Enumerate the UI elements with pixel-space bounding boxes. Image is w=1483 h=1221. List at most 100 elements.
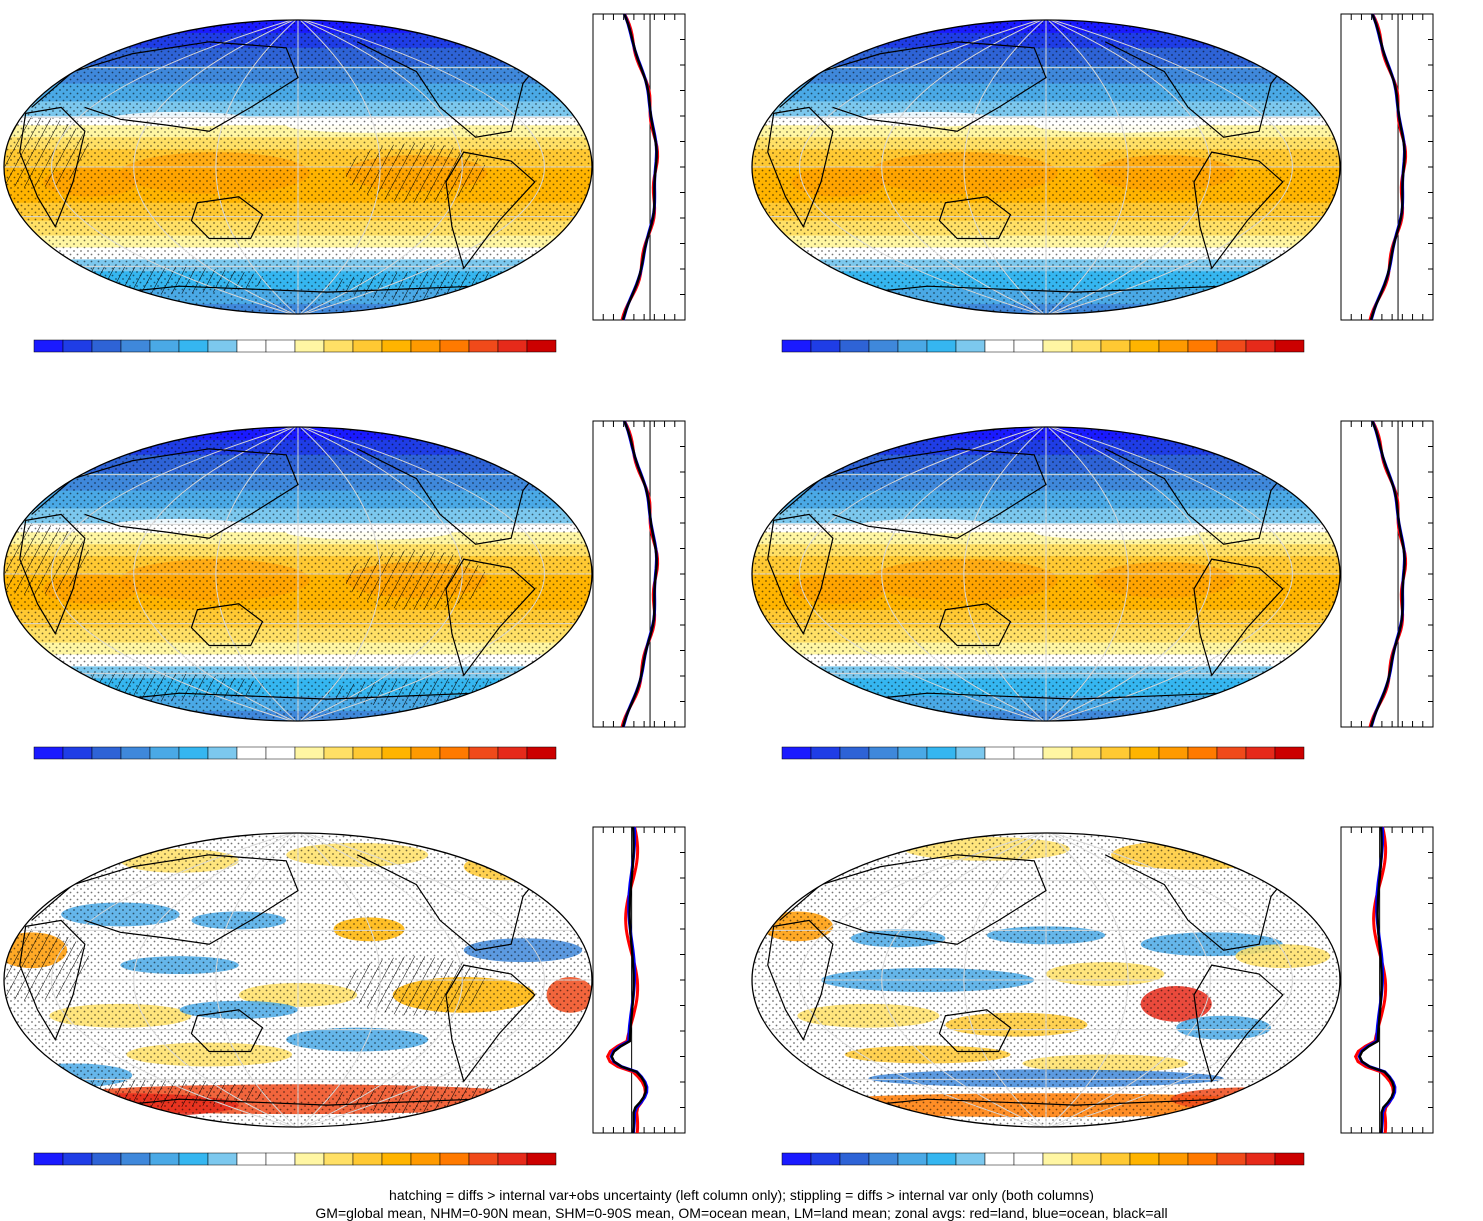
- graticule: [752, 833, 1340, 1127]
- colorbar-swatch: [1274, 1152, 1305, 1166]
- colorbar-swatch: [1158, 339, 1189, 353]
- colorbar-swatch: [1042, 1152, 1073, 1166]
- zonal-all-line: [621, 420, 658, 728]
- zonal-axes: [592, 13, 686, 321]
- map-panel: [0, 813, 735, 1213]
- graticule: [752, 20, 1340, 314]
- colorbar-swatch: [1071, 1152, 1102, 1166]
- colorbar-swatch: [120, 746, 151, 760]
- coastline: [767, 919, 834, 1041]
- colorbar-swatch: [410, 1152, 441, 1166]
- zonal-all-line: [1369, 420, 1406, 728]
- coastline: [938, 1009, 1012, 1053]
- zonal-all-line: [621, 13, 658, 321]
- map-field: [4, 20, 592, 314]
- colorbar-swatch: [1187, 339, 1218, 353]
- colorbar-swatch: [410, 746, 441, 760]
- colorbar: [33, 339, 557, 353]
- colorbar-swatch: [1158, 1152, 1189, 1166]
- colorbar-swatch: [149, 746, 180, 760]
- colorbar-swatch: [1187, 746, 1218, 760]
- hatching-overlay: [4, 929, 91, 1001]
- colorbar-swatch: [868, 1152, 899, 1166]
- coastline: [31, 41, 299, 132]
- map-plot: [751, 19, 1341, 315]
- colorbar-swatch: [33, 1152, 64, 1166]
- zonal-mean-plot: [1340, 420, 1434, 728]
- colorbar-swatch: [955, 746, 986, 760]
- colorbar-swatch: [839, 1152, 870, 1166]
- map-panel: [0, 407, 735, 807]
- map-panel: [0, 0, 735, 400]
- colorbar-swatch: [33, 746, 64, 760]
- graticule: [4, 20, 592, 314]
- colorbar-swatch: [926, 746, 957, 760]
- colorbar: [781, 1152, 1305, 1166]
- colorbar-swatch: [984, 1152, 1015, 1166]
- colorbar-swatch: [1274, 746, 1305, 760]
- coastline: [1104, 854, 1296, 951]
- coastline: [31, 854, 299, 945]
- coastline: [1104, 41, 1296, 138]
- colorbar-swatch: [1245, 1152, 1276, 1166]
- zonal-axes: [592, 826, 686, 1134]
- colorbar-swatch: [294, 1152, 325, 1166]
- colorbar-swatch: [781, 1152, 812, 1166]
- colorbar-swatch: [1129, 339, 1160, 353]
- zonal-all-line: [1358, 826, 1396, 1134]
- colorbar-swatch: [439, 339, 470, 353]
- zonal-mean-plot: [592, 826, 686, 1134]
- colorbar-swatch: [294, 746, 325, 760]
- zonal-ocean-line: [609, 826, 649, 1134]
- zonal-all-line: [610, 826, 648, 1134]
- colorbar-swatch: [381, 339, 412, 353]
- zonal-mean-plot: [1340, 826, 1434, 1134]
- colorbar-swatch: [468, 339, 499, 353]
- colorbar-swatch: [1216, 339, 1247, 353]
- coastline: [31, 448, 299, 539]
- map-plot: [3, 19, 593, 315]
- coastline: [767, 513, 834, 635]
- footer-line-2: GM=global mean, NHM=0-90N mean, SHM=0-90…: [315, 1205, 1168, 1221]
- colorbar: [781, 339, 1305, 353]
- colorbar-swatch: [1129, 746, 1160, 760]
- colorbar-swatch: [207, 746, 238, 760]
- colorbar-swatch: [1071, 746, 1102, 760]
- colorbar-swatch: [91, 746, 122, 760]
- colorbar-swatch: [1042, 339, 1073, 353]
- colorbar-swatch: [810, 746, 841, 760]
- hatching-overlay: [327, 678, 565, 709]
- colorbar-swatch: [62, 1152, 93, 1166]
- coastline: [767, 106, 834, 228]
- zonal-ocean-line: [1357, 826, 1397, 1134]
- coastline: [445, 964, 536, 1083]
- coastline: [190, 196, 264, 240]
- map-plot: [751, 832, 1341, 1128]
- colorbar-swatch: [497, 339, 528, 353]
- colorbar-swatch: [91, 1152, 122, 1166]
- hatching-overlay: [327, 1084, 565, 1115]
- colorbar-swatch: [265, 746, 296, 760]
- colorbar-swatch: [323, 339, 354, 353]
- colorbar-swatch: [120, 1152, 151, 1166]
- colorbar-swatch: [265, 1152, 296, 1166]
- contour-blob: [761, 845, 857, 876]
- coastline: [19, 513, 86, 635]
- zonal-axes: [1340, 826, 1434, 1134]
- hatching-overlay: [345, 143, 488, 203]
- coastline: [190, 603, 264, 647]
- coastline: [190, 1009, 264, 1053]
- graticule: [4, 833, 592, 1127]
- colorbar-swatch: [1187, 1152, 1218, 1166]
- colorbar-swatch: [897, 339, 928, 353]
- coastline: [19, 919, 86, 1041]
- map-border: [751, 19, 1341, 315]
- zonal-land-line: [605, 826, 647, 1134]
- colorbar-swatch: [236, 339, 267, 353]
- colorbar-swatch: [468, 746, 499, 760]
- colorbar-swatch: [1013, 746, 1044, 760]
- coastline: [938, 196, 1012, 240]
- colorbar-swatch: [236, 746, 267, 760]
- coastline: [19, 106, 86, 228]
- colorbar-swatch: [294, 339, 325, 353]
